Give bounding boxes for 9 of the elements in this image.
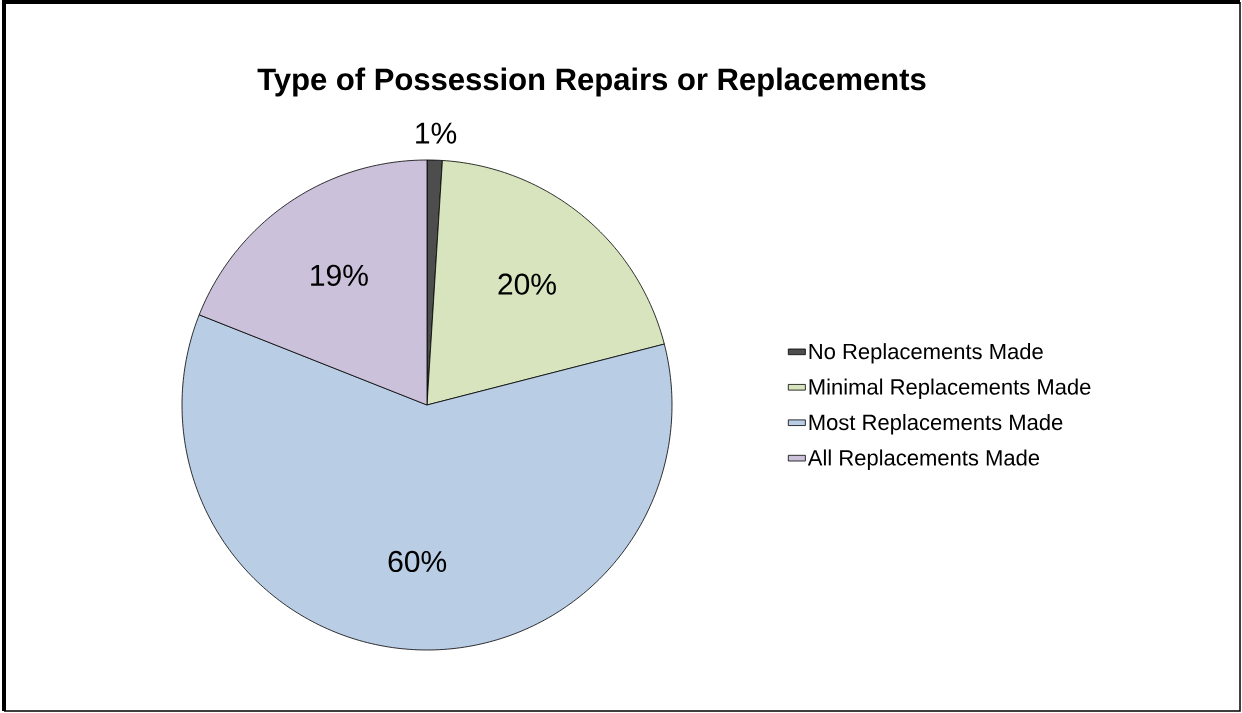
data-label: 20% (498, 273, 556, 295)
legend-label: Minimal Replacements Made (809, 378, 1091, 400)
legend-label: No Replacements Made (809, 343, 1043, 364)
legend-label: Most Replacements Made (809, 413, 1063, 435)
legend-label: All Replacements Made (807, 449, 1040, 470)
data-label: 60% (388, 550, 447, 573)
data-label: 19% (311, 264, 368, 286)
data-label: 1% (416, 122, 457, 144)
chart-title: Type of Possession Repairs or Replacements (257, 67, 926, 97)
